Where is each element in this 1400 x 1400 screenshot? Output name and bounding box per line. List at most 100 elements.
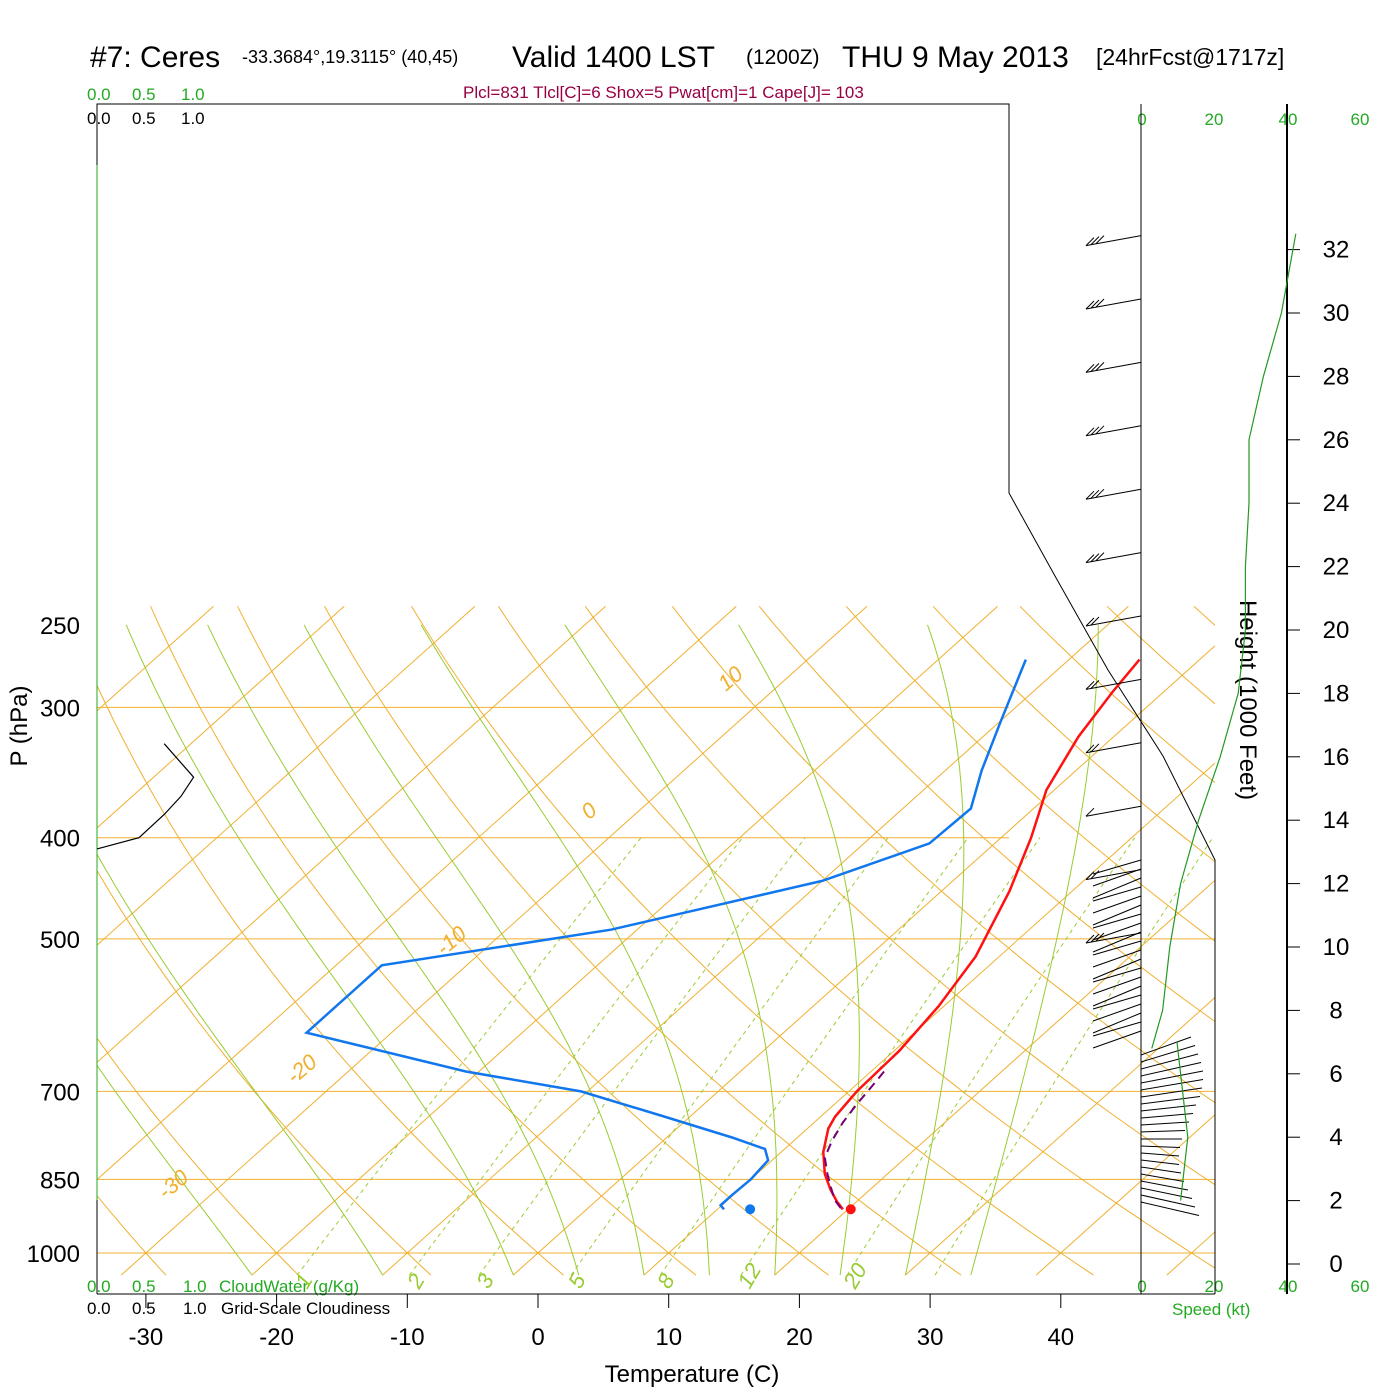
wind-barb-staff [1092,958,1142,980]
cloudiness-tick: 0.5 [132,109,156,128]
wind-barb-flag [1090,870,1100,879]
height-tick-label: 20 [1323,617,1350,644]
dry-adiabat-grid [97,605,1400,1276]
isobar-grid [97,706,1215,1254]
cloudwater-tick: 1.0 [181,85,205,104]
wind-barb-staff [1140,1180,1189,1191]
isotherm-line [905,996,1215,1276]
forecast-date: THU 9 May 2013 [842,41,1069,74]
pressure-tick-label: 850 [40,1167,80,1194]
wind-barb-staff [1085,235,1142,247]
height-tick-label: 12 [1323,871,1350,898]
dry-adiabat-line [97,1194,167,1276]
x-tick-label: -20 [259,1324,294,1351]
height-tick-label: 32 [1323,237,1350,264]
forecast-run: [24hrFcst@1717z] [1096,44,1284,70]
pressure-axis: 250 300 400 500 700 850 1000 [27,613,80,1268]
wind-barb-flag [1085,427,1095,437]
wind-barb-flag [1095,425,1105,435]
wind-barb-staff [1140,1145,1181,1148]
cloudwater-label: CloudWater (g/Kg) [219,1277,359,1296]
cloudwater-tick: 0.5 [132,1277,156,1296]
wind-barb-staff [1092,985,1142,1007]
wind-barb-flag [1085,744,1095,754]
wind-barb-flag [1090,299,1100,309]
wind-barb-staff [1092,976,1142,995]
cloudwater-scale-bottom: 0.0 0.5 1.0 CloudWater (g/Kg) [87,1277,359,1296]
moist-adiabat-grid [97,624,1099,1276]
mixing-ratio-line [846,837,1136,1276]
wind-barb-staff [1140,1173,1185,1182]
wind-barb-staff [1140,1045,1196,1063]
wind-barb-staff [1140,1121,1190,1126]
wind-barb-staff [1140,1096,1201,1105]
x-tick-label: 20 [786,1324,813,1351]
isotherm-line [97,605,737,1181]
wind-barb-staff [1140,1159,1180,1165]
wind-barb-staff [1140,1104,1197,1112]
wind-speed-profile [1176,1042,1189,1201]
isotherm-line [774,879,1215,1276]
wind-barb-staff [1092,994,1142,1010]
pressure-tick-label: 300 [40,695,80,722]
wind-barb-flag [1090,743,1100,753]
dry-adiabat-line [584,606,1215,1186]
height-tick-label: 30 [1323,300,1350,327]
wind-barb-staff [1092,868,1142,887]
isotherm-label: 0 [576,797,602,825]
wind-barb-flag [1090,426,1100,436]
height-tick-label: 8 [1329,997,1342,1024]
height-tick-label: 24 [1323,490,1350,517]
cloudiness-profile [96,743,195,850]
wind-barb-flag [1090,616,1100,626]
wind-barb-staff [1085,805,1142,817]
wind-barb-flag [1095,488,1105,498]
height-tick-label: 0 [1329,1251,1342,1278]
cloudiness-tick: 1.0 [181,109,205,128]
wind-barb-flag [1090,680,1100,689]
wind-barb-flag [1085,237,1095,246]
dry-adiabat-line [411,606,1094,1276]
mixing-ratio-line [740,837,1041,1276]
wind-barb-flag [1090,489,1100,499]
cloudiness-label: Grid-Scale Cloudiness [221,1299,390,1318]
wind-barb-flag [1085,807,1095,817]
wind-barb-flag [1095,235,1105,244]
wind-barb-flag [1095,362,1105,371]
wind-barb-staff [1140,1130,1186,1133]
pressure-tick-label: 700 [40,1079,80,1106]
mixing-ratio-line [296,837,642,1276]
wind-barb-staff [1140,1087,1203,1098]
wind-barb-flag [1090,363,1100,372]
mixing-ratio-label: 2 [401,1269,429,1293]
wind-barb-flag [1090,553,1100,562]
height-axis-label: Height (1000 Feet) [1234,600,1261,800]
wind-barb-flag [1085,300,1095,310]
station-title: #7: Ceres [90,41,220,74]
wind-barb-staff [1140,1187,1193,1199]
wind-barb-flag [1085,554,1095,563]
wind-barb-staff [1092,1021,1142,1037]
wind-barb-staff [1092,940,1142,956]
cloudiness-line [96,743,195,850]
x-axis-label: Temperature (C) [605,1361,780,1388]
wind-barb-staff [1085,361,1142,373]
isotherm-line [643,762,1215,1276]
valid-time: Valid 1400 LST [512,41,715,74]
height-tick-label: 18 [1323,680,1350,707]
surface-markers [745,1204,856,1215]
parcel-line [823,1070,885,1210]
mixing-ratio-line [408,837,743,1276]
x-tick-label: 40 [1047,1324,1074,1351]
wind-barb-staff [1140,1152,1180,1157]
wind-barbs [1085,235,1204,1216]
speed-tick: 60 [1351,1277,1370,1296]
wind-barb-staff [1092,967,1142,983]
dry-adiabat-line [932,605,1215,863]
cloudwater-tick: 0.0 [87,1277,111,1296]
dry-adiabat-line [1368,606,1400,1275]
cloudwater-scale-top: 0.0 0.5 1.0 [87,85,205,104]
moist-adiabat-line [904,624,965,1276]
